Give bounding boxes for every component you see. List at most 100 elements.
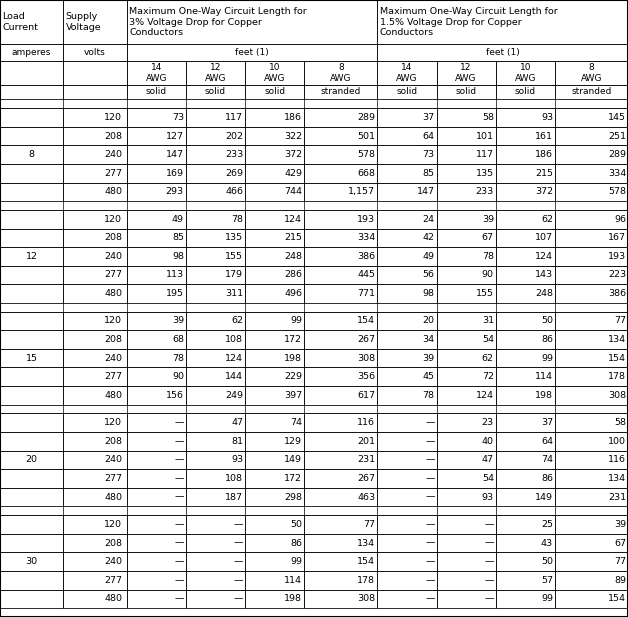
Text: 267: 267	[357, 335, 376, 344]
Text: 99: 99	[290, 557, 302, 566]
Text: 178: 178	[357, 576, 376, 585]
Bar	[0, 247, 63, 266]
Text: 466: 466	[225, 188, 243, 196]
Text: 78: 78	[231, 215, 243, 224]
Bar	[0, 284, 63, 303]
Bar	[63, 44, 127, 61]
Bar	[377, 515, 436, 534]
Bar	[495, 470, 555, 488]
Bar	[555, 488, 628, 507]
Bar	[127, 61, 186, 85]
Text: 223: 223	[608, 270, 626, 280]
Text: 240: 240	[104, 150, 122, 159]
Text: 42: 42	[423, 233, 435, 242]
Text: 39: 39	[423, 354, 435, 363]
Bar	[495, 126, 555, 146]
Bar	[245, 284, 304, 303]
Text: 147: 147	[416, 188, 435, 196]
Bar	[127, 368, 186, 386]
Bar	[436, 266, 495, 284]
Text: 20: 20	[423, 317, 435, 326]
Bar	[0, 201, 628, 210]
Text: 308: 308	[608, 391, 626, 400]
Bar	[304, 413, 377, 432]
Text: solid: solid	[515, 88, 536, 96]
Bar	[304, 61, 377, 85]
Bar	[495, 534, 555, 552]
Text: 617: 617	[357, 391, 376, 400]
Text: feet (1): feet (1)	[235, 48, 269, 57]
Bar	[186, 108, 245, 126]
Bar	[555, 386, 628, 405]
Bar	[555, 312, 628, 330]
Bar	[245, 368, 304, 386]
Bar	[127, 386, 186, 405]
Bar	[186, 312, 245, 330]
Text: 231: 231	[608, 492, 626, 502]
Text: stranded: stranded	[320, 88, 361, 96]
Bar	[186, 146, 245, 164]
Text: 311: 311	[225, 289, 243, 298]
Text: 78: 78	[172, 354, 184, 363]
Bar	[127, 330, 186, 349]
Text: 240: 240	[104, 252, 122, 261]
Bar	[304, 571, 377, 590]
Bar	[555, 266, 628, 284]
Text: 144: 144	[225, 372, 243, 381]
Bar	[304, 266, 377, 284]
Text: —: —	[234, 557, 243, 566]
Text: 12: 12	[26, 252, 38, 261]
Text: 57: 57	[541, 576, 553, 585]
Bar	[377, 126, 436, 146]
Text: 251: 251	[608, 131, 626, 141]
Text: 356: 356	[357, 372, 376, 381]
Text: —: —	[484, 557, 494, 566]
Text: 67: 67	[614, 539, 626, 548]
Bar	[63, 0, 127, 44]
Bar	[304, 228, 377, 247]
Text: 39: 39	[614, 520, 626, 529]
Bar	[377, 470, 436, 488]
Bar	[245, 183, 304, 201]
Text: 127: 127	[166, 131, 184, 141]
Bar	[127, 164, 186, 183]
Bar	[186, 534, 245, 552]
Bar	[127, 266, 186, 284]
Text: 117: 117	[476, 150, 494, 159]
Text: Maximum One-Way Circuit Length for
3% Voltage Drop for Copper
Conductors: Maximum One-Way Circuit Length for 3% Vo…	[129, 7, 307, 37]
Text: —: —	[175, 492, 184, 502]
Bar	[245, 146, 304, 164]
Bar	[495, 515, 555, 534]
Bar	[63, 247, 127, 266]
Bar	[127, 450, 186, 470]
Bar	[304, 183, 377, 201]
Bar	[0, 608, 628, 617]
Bar	[0, 450, 63, 470]
Bar	[377, 108, 436, 126]
Bar	[377, 488, 436, 507]
Bar	[304, 247, 377, 266]
Text: 198: 198	[284, 594, 302, 603]
Bar	[436, 330, 495, 349]
Text: 93: 93	[482, 492, 494, 502]
Bar	[495, 590, 555, 608]
Bar	[186, 488, 245, 507]
Text: 89: 89	[614, 576, 626, 585]
Text: 215: 215	[535, 168, 553, 178]
Bar	[377, 284, 436, 303]
Bar	[304, 552, 377, 571]
Text: 14
AWG: 14 AWG	[146, 63, 167, 83]
Text: —: —	[425, 539, 435, 548]
Bar	[495, 247, 555, 266]
Bar	[436, 413, 495, 432]
Bar	[555, 571, 628, 590]
Bar	[245, 432, 304, 450]
Text: 39: 39	[172, 317, 184, 326]
Text: 501: 501	[357, 131, 376, 141]
Bar	[436, 450, 495, 470]
Text: 50: 50	[541, 557, 553, 566]
Text: 293: 293	[166, 188, 184, 196]
Bar	[245, 330, 304, 349]
Text: 72: 72	[482, 372, 494, 381]
Bar	[555, 284, 628, 303]
